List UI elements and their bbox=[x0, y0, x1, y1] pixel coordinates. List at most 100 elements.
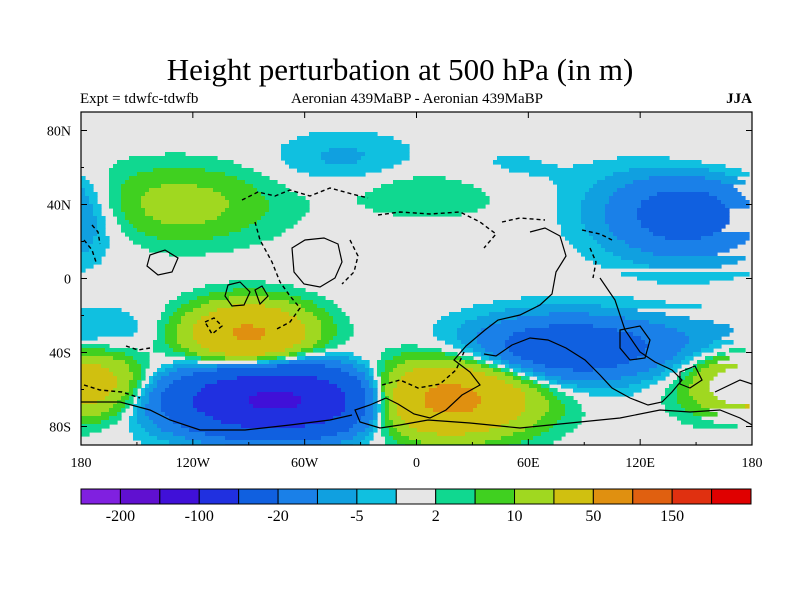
contour-cell bbox=[557, 184, 594, 189]
contour-cell bbox=[189, 348, 210, 353]
contour-cell bbox=[477, 340, 506, 345]
contour-cell bbox=[113, 388, 130, 393]
contour-cell bbox=[153, 420, 174, 425]
contour-cell bbox=[125, 400, 134, 405]
contour-cell bbox=[497, 376, 514, 381]
contour-cell bbox=[545, 412, 566, 417]
contour-cell bbox=[109, 408, 122, 413]
contour-cell bbox=[621, 256, 746, 261]
contour-cell bbox=[81, 228, 98, 233]
contour-cell bbox=[381, 424, 386, 429]
contour-cell bbox=[109, 196, 122, 201]
contour-cell bbox=[157, 320, 170, 325]
contour-cell bbox=[457, 336, 478, 341]
coastline-main-continent bbox=[354, 227, 752, 429]
colorbar-label: 150 bbox=[660, 508, 684, 525]
contour-cell bbox=[81, 264, 94, 269]
contour-cell bbox=[249, 400, 302, 405]
contour-cell bbox=[397, 384, 438, 389]
contour-cell bbox=[269, 296, 302, 301]
contour-cell bbox=[165, 340, 178, 345]
contour-cell bbox=[573, 244, 602, 249]
contour-cell bbox=[393, 356, 462, 361]
colorbar-swatch bbox=[119, 488, 161, 505]
contour-cell bbox=[401, 416, 518, 421]
contour-cell bbox=[381, 428, 390, 433]
contour-cell bbox=[157, 372, 170, 377]
season-label: JJA bbox=[726, 91, 752, 107]
contour-cell bbox=[145, 428, 162, 433]
contour-cell bbox=[153, 380, 158, 385]
contour-cell bbox=[173, 364, 218, 369]
contour-cell bbox=[397, 428, 418, 433]
contour-cell bbox=[397, 380, 506, 385]
colorbar-swatch bbox=[198, 488, 240, 505]
contour-cell bbox=[521, 296, 634, 301]
contour-cell bbox=[593, 184, 626, 189]
contour-cell bbox=[445, 352, 458, 357]
contour-cell bbox=[129, 380, 138, 385]
contour-cell bbox=[201, 304, 234, 309]
contour-cell bbox=[365, 428, 374, 433]
contour-cell bbox=[133, 376, 142, 381]
contour-cell bbox=[633, 180, 722, 185]
contour-cell bbox=[553, 392, 566, 397]
contour-cell bbox=[133, 408, 138, 413]
contour-cell bbox=[117, 216, 126, 221]
contour-cell bbox=[377, 360, 386, 365]
contour-cell bbox=[501, 320, 650, 325]
contour-cell bbox=[605, 204, 642, 209]
contour-cell bbox=[665, 360, 682, 365]
contour-cell bbox=[517, 316, 626, 321]
contour-cell bbox=[585, 224, 610, 229]
contour-cell bbox=[709, 364, 738, 369]
contour-cell bbox=[661, 372, 670, 377]
contour-cell bbox=[613, 232, 654, 237]
x-tick-label: 180 bbox=[71, 456, 92, 471]
contour-cell bbox=[633, 260, 738, 265]
contour-cell bbox=[269, 204, 310, 209]
contour-cell bbox=[581, 204, 606, 209]
contour-cell bbox=[625, 184, 734, 189]
contour-cell bbox=[349, 428, 366, 433]
contour-cell bbox=[265, 352, 290, 357]
contour-cell bbox=[233, 288, 266, 293]
contour-cell bbox=[513, 368, 522, 373]
contour-cell bbox=[513, 432, 542, 437]
contour-cell bbox=[465, 320, 502, 325]
contour-cell bbox=[481, 396, 526, 401]
contour-cell bbox=[181, 344, 202, 349]
contour-cell bbox=[393, 368, 414, 373]
contour-cell bbox=[481, 356, 490, 361]
contour-cell bbox=[501, 436, 534, 441]
contour-cell bbox=[305, 328, 322, 333]
contour-cell bbox=[101, 420, 118, 425]
contour-cell bbox=[301, 396, 346, 401]
contour-cell bbox=[81, 328, 138, 333]
contour-cell bbox=[541, 416, 562, 421]
contour-cell bbox=[321, 336, 334, 341]
contour-cell bbox=[389, 372, 406, 377]
contour-cell bbox=[637, 356, 674, 361]
contour-cell bbox=[549, 428, 574, 433]
contour-cell bbox=[365, 388, 374, 393]
contour-cell bbox=[605, 220, 642, 225]
contour-cell bbox=[685, 368, 694, 373]
contour-cell bbox=[109, 416, 122, 421]
colorbar-swatch bbox=[277, 488, 318, 505]
contour-cell bbox=[541, 392, 554, 397]
contour-cell bbox=[649, 264, 722, 269]
contour-cell bbox=[665, 324, 730, 329]
contour-cell bbox=[557, 380, 642, 385]
contour-cell bbox=[137, 228, 242, 233]
contour-cell bbox=[129, 364, 142, 369]
contour-cell bbox=[413, 176, 446, 181]
contour-cell bbox=[373, 412, 378, 417]
contour-cell bbox=[129, 396, 134, 401]
contour-cell bbox=[177, 368, 218, 373]
contour-cell bbox=[233, 304, 266, 309]
contour-cell bbox=[345, 392, 366, 397]
contour-cell bbox=[393, 392, 426, 397]
contour-cell bbox=[557, 396, 574, 401]
contour-cell bbox=[109, 172, 138, 177]
